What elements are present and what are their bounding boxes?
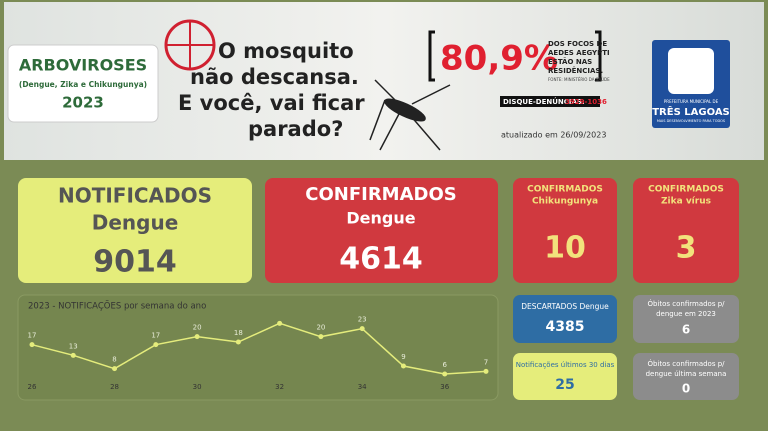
card	[513, 295, 617, 343]
box-title: ARBOVIROSES	[19, 56, 147, 75]
stat-bracket	[428, 30, 602, 82]
stat-text: RESIDÊNCIAS.	[548, 66, 603, 75]
card-title: Óbitos confirmados p/	[647, 299, 725, 308]
card-value: 4614	[339, 242, 423, 277]
mosquito	[369, 79, 451, 151]
card-title: Óbitos confirmados p/	[647, 359, 725, 368]
point	[318, 334, 324, 340]
data-label: 23	[358, 316, 367, 324]
source: FONTE: MINISTÉRIO DA SAÚDE	[548, 77, 610, 82]
card-value: 10	[544, 231, 586, 266]
title-box	[7, 44, 159, 123]
point	[112, 366, 118, 372]
x-tick-label: 32	[275, 383, 284, 391]
stat: 80,9%	[440, 39, 558, 79]
data-label: 20	[193, 324, 202, 332]
card-value: 9014	[93, 245, 177, 280]
hotline-bar	[500, 96, 600, 107]
logo-crest	[668, 48, 714, 94]
card-subtitle: Dengue	[92, 211, 179, 235]
data-label: 13	[69, 342, 78, 350]
stat-text: AEDES AEGYPTI	[548, 49, 610, 57]
point	[235, 339, 241, 345]
point	[442, 371, 448, 377]
logo-motto: MAIS DESENVOLVIMENTO PARA TODOS	[657, 119, 726, 123]
slogan: O mosquito	[218, 39, 354, 63]
data-label: 9	[401, 353, 405, 361]
card-title: DESCARTADOS Dengue	[521, 302, 609, 311]
stat-text: ESTÃO NAS	[548, 57, 592, 66]
slogan: parado?	[248, 117, 343, 141]
card-subtitle: Dengue	[346, 209, 415, 228]
hotline-number: 3929-1036	[565, 98, 607, 106]
card-title: CONFIRMADOS	[527, 185, 603, 195]
stat-text: DOS FOCOS DE	[548, 40, 607, 48]
hotline-label: DISQUE-DENÚNCIAS:	[503, 97, 585, 106]
data-label: 7	[484, 358, 488, 366]
data-label: 8	[112, 356, 116, 364]
box-year: 2023	[62, 94, 104, 112]
card-subtitle: dengue em 2023	[656, 310, 716, 318]
chart: 26 28 30 32 34 36 17 13 8 17 20 18 20 23 9 6 7	[28, 316, 489, 391]
chart-title: 2023 - NOTIFICAÇÕES por semana do ano	[28, 300, 206, 312]
card-subtitle: dengue última semana	[646, 370, 727, 378]
chart-panel	[17, 294, 499, 401]
updated: atualizado em 26/09/2023	[501, 131, 606, 140]
card	[18, 178, 252, 283]
point	[400, 363, 406, 369]
card-value: 0	[682, 382, 690, 396]
point	[277, 320, 283, 326]
point	[483, 368, 489, 374]
x-tick-label: 34	[358, 383, 367, 391]
card-title: Notificações últimos 30 dias	[516, 361, 615, 369]
logo-name: TRÊS LAGOAS	[652, 105, 730, 118]
slogan: E você, vai ficar	[178, 91, 365, 115]
x-tick-label: 26	[28, 383, 37, 391]
card	[633, 353, 739, 400]
point	[359, 326, 365, 332]
point	[153, 342, 159, 348]
data-label: 17	[28, 332, 37, 340]
card	[265, 178, 498, 283]
x-tick-label: 30	[193, 383, 202, 391]
card-value: 3	[676, 231, 697, 266]
slogan: não descansa.	[190, 65, 359, 89]
point	[29, 342, 35, 348]
card-title: CONFIRMADOS	[305, 184, 456, 205]
point	[70, 352, 76, 358]
card-title: NOTIFICADOS	[58, 184, 212, 208]
logo-top: PREFEITURA MUNICIPAL DE	[664, 99, 719, 104]
card-value: 25	[555, 377, 574, 393]
point	[194, 334, 200, 340]
box-subtitle: (Dengue, Zika e Chikungunya)	[19, 80, 147, 89]
x-tick-label: 36	[440, 383, 449, 391]
card-subtitle: Chikungunya	[532, 197, 598, 207]
data-label: 18	[234, 329, 243, 337]
data-label: 6	[442, 361, 447, 369]
card	[633, 178, 739, 283]
card-title: CONFIRMADOS	[648, 185, 724, 195]
card	[513, 178, 617, 283]
data-label: 17	[151, 332, 160, 340]
card-value: 6	[682, 323, 690, 337]
card	[633, 295, 739, 343]
card	[513, 353, 617, 400]
data-label: 20	[316, 324, 325, 332]
line	[31, 322, 487, 375]
card-value: 4385	[546, 319, 585, 335]
x-tick-label: 28	[110, 383, 119, 391]
card-subtitle: Zika vírus	[661, 197, 711, 207]
